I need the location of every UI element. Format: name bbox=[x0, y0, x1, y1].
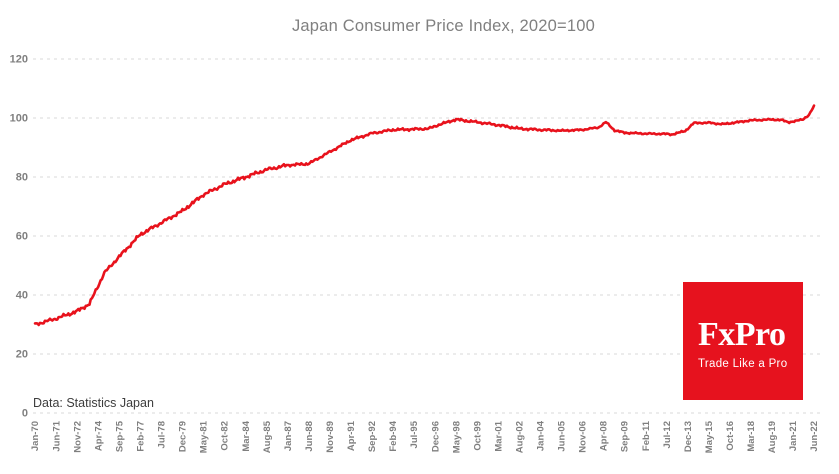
x-axis-tick-label: Jun-88 bbox=[304, 421, 315, 452]
x-axis-tick-label: Dec-96 bbox=[430, 421, 441, 452]
y-axis-tick-label: 40 bbox=[16, 290, 28, 302]
y-axis-tick-label: 0 bbox=[22, 408, 28, 420]
x-axis-tick-label: Mar-18 bbox=[746, 421, 757, 452]
x-axis-tick-label: Feb-94 bbox=[388, 420, 399, 451]
x-axis-tick-label: Jun-05 bbox=[557, 420, 568, 451]
x-axis-tick-label: Mar-84 bbox=[241, 420, 252, 451]
x-axis-tick-label: Nov-72 bbox=[72, 421, 83, 453]
x-axis-tick-label: Nov-89 bbox=[325, 421, 336, 453]
fxpro-logo: FxPro Trade Like a Pro bbox=[683, 282, 803, 400]
chart-title: Japan Consumer Price Index, 2020=100 bbox=[291, 17, 595, 35]
x-axis-tick-label: Sep-92 bbox=[367, 421, 378, 452]
x-axis-tick-label: Jul-12 bbox=[662, 421, 673, 448]
x-axis-tick-label: Jan-87 bbox=[283, 421, 294, 451]
x-axis-tick-label: Jul-95 bbox=[409, 420, 420, 448]
x-axis-tick-label: Jun-71 bbox=[51, 420, 62, 451]
x-axis-tick-label: May-98 bbox=[451, 421, 462, 453]
y-axis-tick-label: 100 bbox=[10, 113, 28, 125]
x-axis-tick-label: Oct-99 bbox=[472, 421, 483, 451]
x-axis-tick-label: Feb-11 bbox=[641, 420, 652, 451]
x-axis-tick-label: Dec-13 bbox=[683, 421, 694, 452]
x-axis-tick-label: Jan-21 bbox=[788, 420, 799, 451]
x-axis-tick-label: Jul-78 bbox=[157, 421, 168, 448]
x-axis-tick-label: Sep-75 bbox=[114, 420, 125, 452]
x-axis-tick-label: May-15 bbox=[704, 420, 715, 453]
y-axis-tick-label: 20 bbox=[16, 349, 28, 361]
x-axis-tick-label: Aug-85 bbox=[262, 420, 273, 453]
x-axis-tick-label: Jan-04 bbox=[536, 420, 547, 451]
cpi-series-line bbox=[33, 104, 816, 327]
x-axis-tick-label: Apr-91 bbox=[346, 420, 357, 451]
x-axis-tick-label: May-81 bbox=[199, 420, 210, 453]
fxpro-logo-wordmark: FxPro bbox=[698, 316, 786, 353]
x-axis-tick-label: Apr-74 bbox=[93, 420, 104, 451]
x-axis-tick-label: Aug-19 bbox=[767, 421, 778, 453]
x-axis-tick-label: Mar-01 bbox=[493, 420, 504, 451]
x-axis-tick-label: Feb-77 bbox=[136, 421, 147, 452]
y-axis-tick-label: 80 bbox=[16, 172, 28, 184]
x-axis-tick-label: Sep-09 bbox=[620, 421, 631, 452]
x-axis-tick-label: Oct-82 bbox=[220, 421, 231, 451]
y-axis-tick-label: 120 bbox=[10, 54, 28, 66]
fxpro-logo-tagline: Trade Like a Pro bbox=[698, 358, 788, 370]
x-axis-tick-label: Nov-06 bbox=[578, 421, 589, 453]
x-axis-tick-label: Jun-22 bbox=[809, 421, 820, 452]
data-source-label: Data: Statistics Japan bbox=[33, 396, 154, 410]
x-axis-tick-label: Oct-16 bbox=[725, 421, 736, 451]
x-axis-tick-label: Dec-79 bbox=[178, 421, 189, 452]
x-axis-tick-label: Apr-08 bbox=[599, 421, 610, 451]
x-axis-tick-label: Jan-70 bbox=[30, 421, 41, 451]
y-axis-tick-label: 60 bbox=[16, 231, 28, 243]
x-axis-tick-label: Aug-02 bbox=[514, 421, 525, 453]
